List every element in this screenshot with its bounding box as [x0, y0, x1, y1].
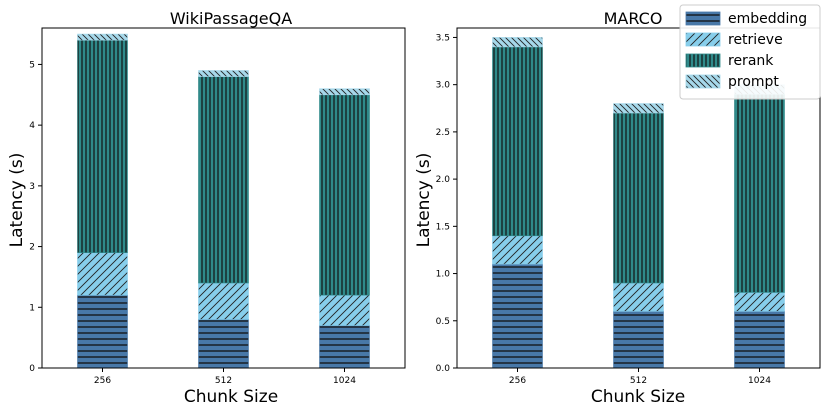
legend-swatch-embedding: [685, 11, 721, 26]
legend-label-retrieve: retrieve: [728, 32, 783, 48]
bar-rerank-512: [198, 76, 249, 284]
bar-group: [492, 37, 785, 369]
legend-swatch-prompt: [685, 74, 721, 89]
bar-prompt-512: [198, 70, 249, 77]
bar-prompt-512: [613, 103, 664, 114]
x-tick-label: 512: [630, 376, 647, 386]
panel-wikipassageqa: WikiPassageQA 0 1 2 3 4 5 256 512 1024 Chunk Si…: [7, 9, 406, 407]
bar-retrieve-512: [613, 282, 664, 312]
bar-prompt-1024: [319, 88, 370, 96]
legend-label-prompt: prompt: [728, 74, 779, 90]
x-axis-label: Chunk Size: [184, 387, 278, 407]
y-tick-label: 3: [29, 182, 35, 192]
bar-group: [77, 33, 370, 369]
y-tick-label: 0.5: [436, 317, 450, 327]
bar-rerank-1024: [734, 93, 785, 293]
legend: embedding retrieve rerank prompt: [679, 4, 821, 100]
bar-retrieve-512: [198, 282, 249, 320]
x-axis-label: Chunk Size: [591, 387, 685, 407]
bar-retrieve-256: [77, 252, 128, 296]
y-tick-label: 1: [29, 303, 35, 313]
x-tick-label: 1024: [748, 376, 771, 386]
y-tick-label: 3.5: [436, 33, 450, 43]
bar-embedding-512: [613, 311, 664, 369]
x-tick-label: 1024: [333, 376, 356, 386]
y-tick-label: 0: [29, 364, 35, 374]
bar-retrieve-1024: [319, 294, 370, 326]
x-axis-ticks: 256 512 1024: [509, 368, 771, 386]
bar-embedding-256: [492, 263, 543, 369]
legend-swatch-retrieve: [685, 32, 721, 47]
y-tick-label: 3.0: [436, 81, 451, 91]
legend-label-embedding: embedding: [728, 11, 807, 27]
y-tick-label: 0.0: [436, 364, 451, 374]
chart-title: MARCO: [604, 9, 663, 28]
y-axis-label: Latency (s): [414, 153, 434, 248]
bar-embedding-1024: [734, 311, 785, 369]
y-tick-label: 1.0: [436, 270, 451, 280]
bar-rerank-512: [613, 112, 664, 284]
bar-embedding-1024: [319, 325, 370, 369]
y-tick-label: 2.0: [436, 175, 451, 185]
x-tick-label: 256: [94, 376, 111, 386]
y-tick-label: 2.5: [436, 128, 450, 138]
legend-label-rerank: rerank: [728, 53, 774, 69]
y-tick-label: 4: [29, 121, 35, 131]
panel-marco: MARCO 0.0 0.5 1.0 1.5 2.0 2.5 3.0 3.5 256 512 102…: [414, 9, 821, 407]
bar-retrieve-256: [492, 235, 543, 265]
y-tick-label: 5: [29, 60, 35, 70]
bar-rerank-256: [492, 46, 543, 237]
y-axis-ticks: 0.0 0.5 1.0 1.5 2.0 2.5 3.0 3.5: [436, 33, 457, 374]
x-axis-ticks: 256 512 1024: [94, 368, 356, 386]
legend-swatch-rerank: [685, 53, 721, 68]
bar-retrieve-1024: [734, 292, 785, 312]
y-axis-label: Latency (s): [7, 153, 27, 248]
y-axis-ticks: 0 1 2 3 4 5: [29, 60, 42, 374]
bar-rerank-256: [77, 39, 128, 253]
y-tick-label: 1.5: [436, 222, 450, 232]
x-tick-label: 512: [215, 376, 232, 386]
bar-prompt-256: [77, 33, 128, 41]
chart-title: WikiPassageQA: [170, 9, 292, 28]
bar-prompt-256: [492, 37, 543, 48]
bar-embedding-512: [198, 319, 249, 369]
bar-embedding-256: [77, 294, 128, 369]
bar-rerank-1024: [319, 94, 370, 296]
y-tick-label: 2: [29, 243, 35, 253]
x-tick-label: 256: [509, 376, 526, 386]
